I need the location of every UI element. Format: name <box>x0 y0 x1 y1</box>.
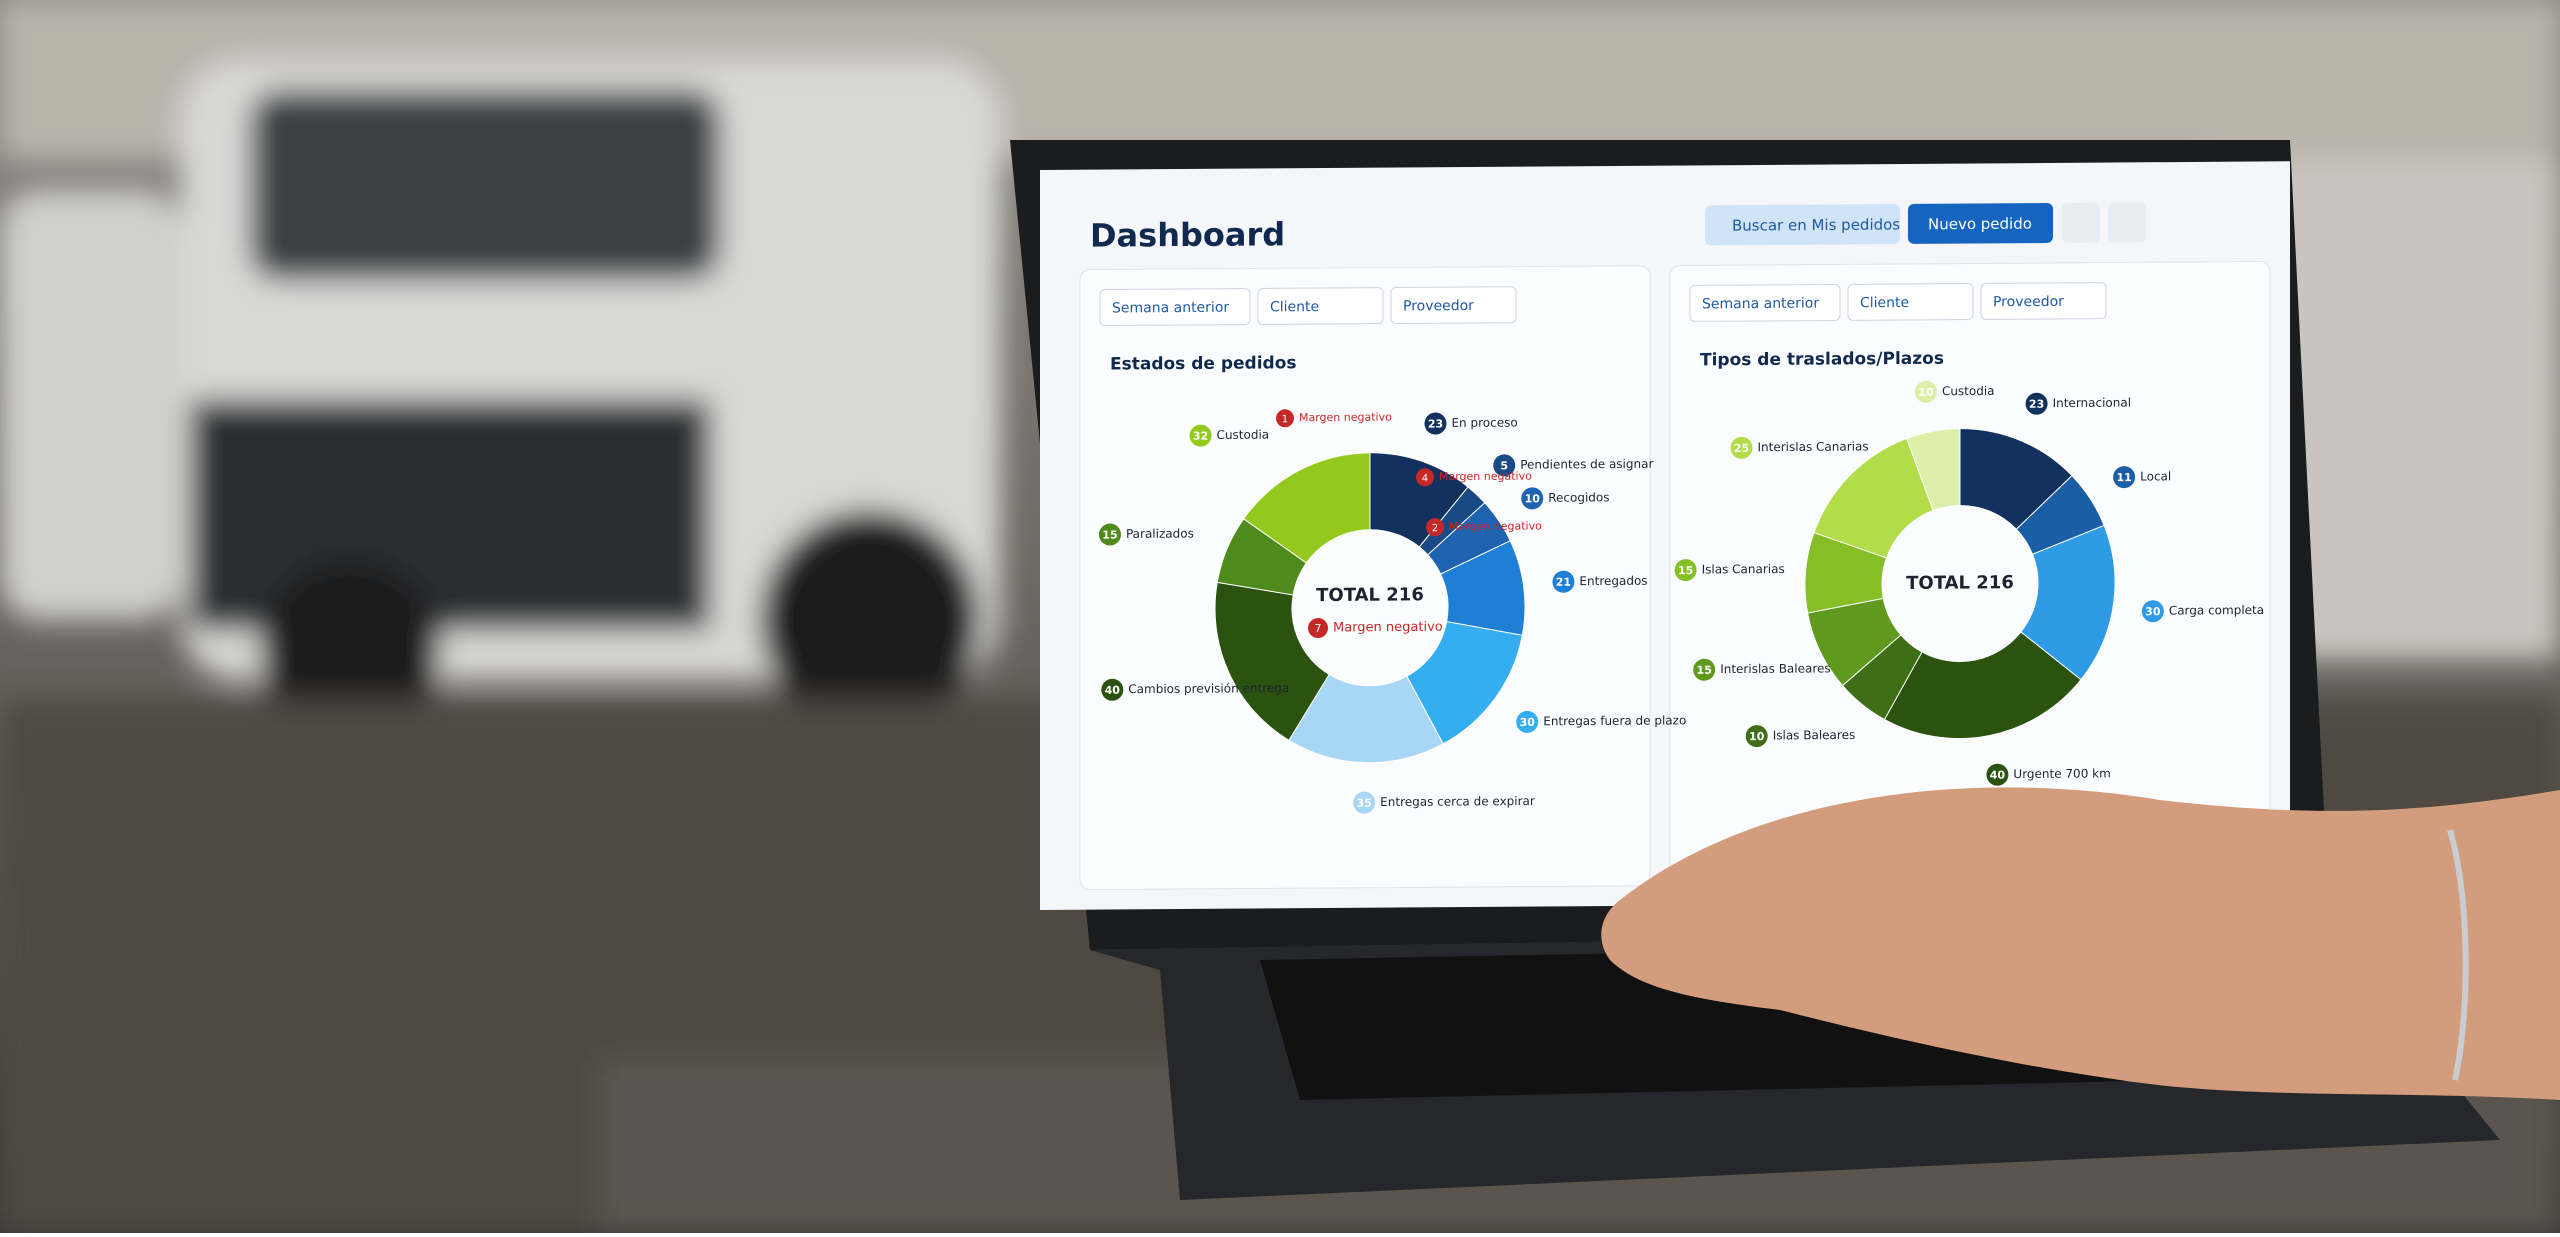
filter-dropdown[interactable] <box>1980 282 2107 320</box>
donut-segment <box>1242 452 1371 564</box>
value-badge <box>1914 380 1937 403</box>
segment-label: Entregas cerca de expirar <box>1380 794 1535 809</box>
value-badge <box>1493 454 1516 477</box>
segment-label: Interislas Baleares <box>1720 661 1830 676</box>
alert-label: Margen negativo <box>1299 411 1392 425</box>
filter-label[interactable]: Semana anterior <box>1702 296 1819 313</box>
alert-badge <box>1426 518 1444 537</box>
segment-label: En proceso <box>1451 415 1517 429</box>
search-button[interactable] <box>1705 204 1900 246</box>
alert-label: Margen negativo <box>1439 470 1532 484</box>
value-badge-label: 10 <box>1918 386 1934 399</box>
alert-badge <box>1416 468 1434 487</box>
filter-dropdown[interactable] <box>1099 288 1251 327</box>
value-badge-label: 40 <box>1105 684 1121 697</box>
filter-dropdown[interactable] <box>1689 283 1841 322</box>
segment-label: Custodia <box>1217 428 1270 442</box>
filter-dropdown[interactable] <box>1257 287 1384 325</box>
donut-segment <box>1906 428 1961 512</box>
value-badge-label: 30 <box>1520 716 1536 729</box>
segment-label: Pendientes de asignar <box>1520 457 1653 472</box>
value-badge <box>1745 725 1768 748</box>
chart-title: Estados de pedidos <box>1110 353 1296 374</box>
filter-label[interactable]: Semana anterior <box>1112 300 1229 317</box>
search-button-label[interactable]: Buscar en Mis pedidos <box>1732 215 1900 234</box>
new-order-button[interactable] <box>1908 202 2053 244</box>
segment-label: Islas Canarias <box>1702 562 1785 577</box>
print-button[interactable] <box>2062 202 2100 243</box>
value-badge-label: 32 <box>1193 430 1208 443</box>
value-badge <box>1516 710 1539 733</box>
panel <box>1079 265 1651 891</box>
dashboard-title: Dashboard <box>1090 215 1285 254</box>
alert-badge <box>1276 409 1294 428</box>
value-badge <box>1353 791 1376 814</box>
alert-count: 4 <box>1422 473 1428 484</box>
alert-count: 1 <box>1282 414 1288 425</box>
value-badge <box>1521 487 1544 510</box>
alert-badge <box>1308 618 1328 639</box>
alert-label: Margen negativo <box>1333 620 1443 636</box>
chart-title: Tipos de traslados/Plazos <box>1700 349 1944 371</box>
value-badge <box>1098 523 1121 546</box>
value-badge <box>2113 466 2136 489</box>
value-badge <box>1986 763 2009 786</box>
value-badge-label: 10 <box>1525 492 1541 505</box>
segment-label: Custodia <box>1942 384 1995 398</box>
alert-label: Margen negativo <box>1449 519 1542 533</box>
value-badge <box>1189 424 1212 447</box>
filter-label[interactable]: Proveedor <box>1403 298 1474 314</box>
value-badge-label: 30 <box>2145 605 2161 618</box>
segment-label: Entregados <box>1579 574 1647 588</box>
alert-count: 7 <box>1315 622 1322 635</box>
segment-label: Cambios previsión entrega <box>1128 681 1289 696</box>
value-badge-label: 15 <box>1102 528 1117 541</box>
bracelet <box>2447 829 2469 1081</box>
value-badge-label: 40 <box>1990 769 2006 782</box>
value-badge <box>1424 412 1447 435</box>
filter-label[interactable]: Proveedor <box>1993 294 2064 310</box>
alert-count: 2 <box>1432 523 1438 534</box>
value-badge-label: 35 <box>1357 797 1372 810</box>
segment-label: Entregas fuera de plazo <box>1543 713 1686 728</box>
hand <box>1601 787 2560 1100</box>
download-button[interactable] <box>2108 202 2146 243</box>
segment-label: Internacional <box>2053 396 2131 411</box>
screen: Dashboard Buscar en Mis pedidos Nuevo pe… <box>1040 161 2290 910</box>
value-badge <box>1552 570 1575 593</box>
value-badge-label: 23 <box>1428 418 1443 431</box>
filter-label[interactable]: Cliente <box>1270 299 1319 315</box>
value-badge <box>1693 658 1716 681</box>
donut-segment <box>1214 581 1330 742</box>
value-badge-label: 23 <box>2029 398 2044 411</box>
value-badge <box>1674 559 1697 582</box>
value-badge-label: 5 <box>1500 459 1508 472</box>
value-badge-label: 21 <box>1556 576 1571 589</box>
segment-label: Recogidos <box>1548 490 1609 504</box>
center-label: TOTAL 216 <box>1906 572 2014 594</box>
donut-segment <box>1883 631 2082 739</box>
value-badge-label: 10 <box>1749 730 1765 743</box>
center-label: TOTAL 216 <box>1316 584 1424 606</box>
value-badge <box>2141 600 2164 623</box>
value-badge <box>1101 678 1124 701</box>
filter-dropdown[interactable] <box>1847 283 1974 321</box>
value-badge-label: 25 <box>1734 442 1749 455</box>
value-badge-label: 15 <box>1697 664 1712 677</box>
value-badge-label: 11 <box>2116 471 2131 484</box>
filter-dropdown[interactable] <box>1390 286 1517 325</box>
new-order-button-label[interactable]: Nuevo pedido <box>1928 215 2032 234</box>
filter-label[interactable]: Cliente <box>1860 295 1909 311</box>
value-badge-label: 15 <box>1678 564 1693 577</box>
value-badge <box>1730 436 1753 459</box>
segment-label: Paralizados <box>1126 526 1194 540</box>
segment-label: Carga completa <box>2169 603 2264 618</box>
segment-label: Urgente 700 km <box>2013 766 2110 781</box>
value-badge <box>2025 392 2048 415</box>
segment-label: Islas Baleares <box>1773 728 1856 743</box>
segment-label: Interislas Canarias <box>1758 439 1869 454</box>
segment-label: Local <box>2140 469 2171 483</box>
